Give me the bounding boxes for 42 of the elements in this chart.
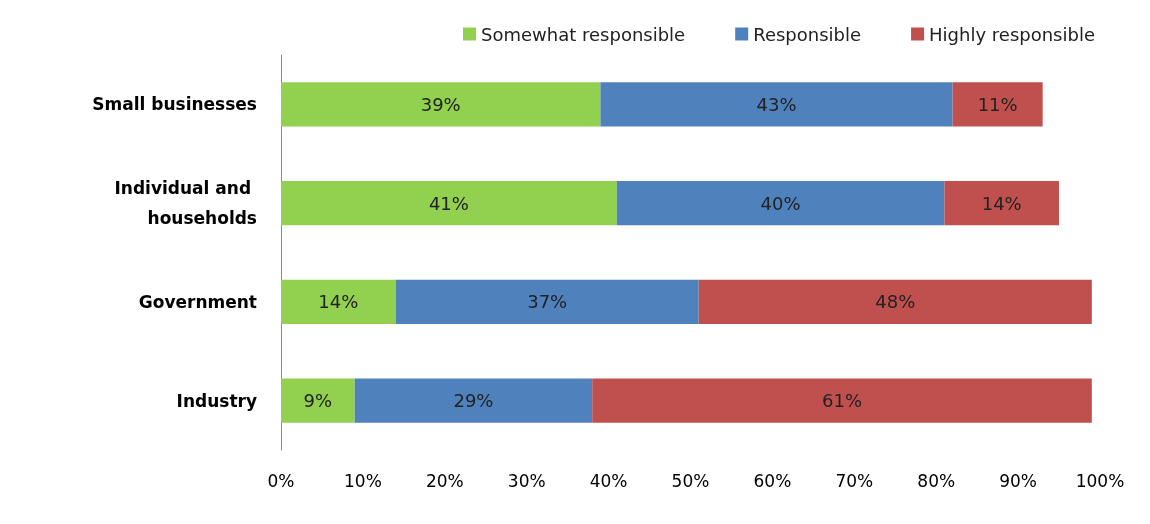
legend-label: Highly responsible [929,23,1096,45]
data-label: 61% [822,390,863,412]
data-label: 48% [875,291,916,313]
data-label: 41% [428,192,469,214]
bar [600,82,953,127]
x-tick-label: 70% [835,470,874,491]
bar [395,279,699,325]
data-label: 11% [977,93,1018,115]
bar [592,378,1092,423]
x-tick-label: 90% [999,470,1037,491]
y-tick-label: Small businesses [92,94,257,115]
x-tick-label: 0% [267,470,295,491]
x-tick-label: 30% [507,470,546,491]
bar [354,378,593,423]
bar [698,279,1092,325]
x-tick-label: 20% [425,470,464,491]
legend-label: Responsible [753,23,862,45]
x-tick-label: 50% [671,470,710,491]
bar [952,82,1043,127]
data-label: 40% [760,192,801,214]
bar [616,180,945,226]
y-tick-label: Government [138,291,257,312]
bar [944,180,1060,226]
x-tick-label: 80% [917,470,956,491]
y-tick-label: Individual and households [114,178,257,229]
data-label: 39% [420,93,461,115]
data-label: 29% [453,390,494,412]
data-label: 14% [981,192,1022,214]
bar [281,378,355,423]
legend-label: Somewhat responsible [481,23,686,45]
bar [281,180,617,226]
data-label: 37% [527,291,568,313]
x-tick-label: 10% [344,470,382,491]
x-tick-label: 100% [1075,470,1125,491]
data-label: 43% [756,93,797,115]
bar [281,82,601,127]
x-tick-label: 60% [753,470,792,491]
data-label: 14% [318,291,359,313]
x-tick-label: 40% [589,470,628,491]
data-label: 9% [303,390,333,412]
y-tick-label: Industry [176,390,257,411]
bar [281,279,396,325]
